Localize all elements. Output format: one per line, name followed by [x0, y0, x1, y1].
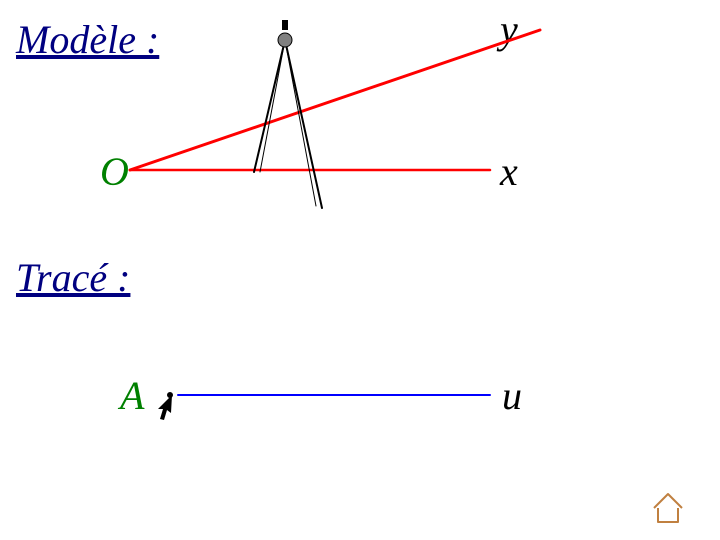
- cursor-icon: [158, 395, 172, 420]
- home-button[interactable]: [650, 490, 686, 526]
- compass-icon: [254, 20, 322, 208]
- diagram-svg: [0, 0, 720, 540]
- ray-Oy: [130, 30, 540, 170]
- home-icon: [650, 490, 686, 526]
- stage: Modèle : Tracé : O x y A u: [0, 0, 720, 540]
